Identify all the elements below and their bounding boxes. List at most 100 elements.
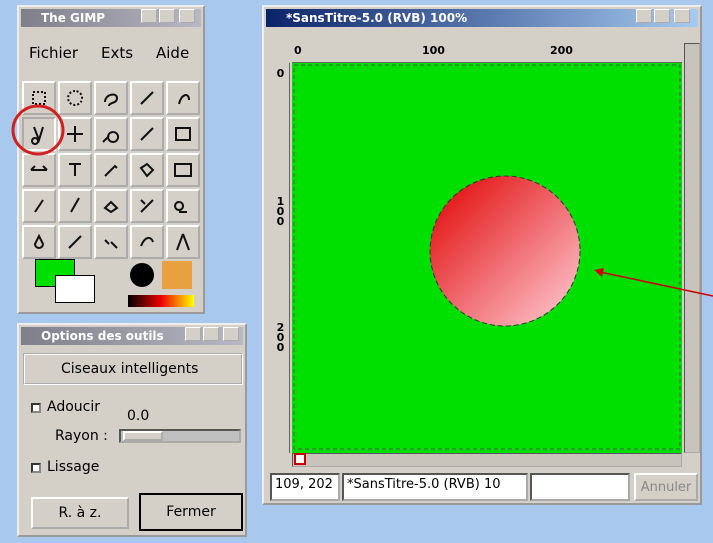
icon-shape: [69, 236, 81, 248]
icon-shape: [71, 198, 79, 212]
label: Adoucir: [47, 399, 100, 415]
tool-button[interactable]: [22, 189, 56, 223]
ruler-label: 200: [550, 44, 573, 57]
icon-shape: [31, 166, 47, 170]
menu-item[interactable]: Fichier: [29, 44, 78, 62]
tool-button[interactable]: [94, 117, 128, 151]
icon-shape: [105, 95, 117, 106]
checkbox[interactable]: [31, 403, 41, 413]
h-scrollbar[interactable]: [292, 453, 682, 467]
minimize[interactable]: [141, 9, 157, 23]
tool-button[interactable]: [130, 225, 164, 259]
tool-icon: [63, 158, 87, 182]
v-ruler: 0 100 200: [270, 63, 290, 453]
tool-button[interactable]: [58, 117, 92, 151]
pattern[interactable]: [162, 261, 192, 289]
slider-handle[interactable]: [123, 431, 163, 441]
menu-item[interactable]: Aide: [156, 44, 189, 62]
tool-button[interactable]: [130, 81, 164, 115]
icon-shape: [33, 92, 45, 104]
close[interactable]: [674, 9, 690, 23]
tool-button[interactable]: [22, 225, 56, 259]
tool-icon: [63, 194, 87, 218]
tool-button[interactable]: [130, 189, 164, 223]
value: 0.0: [127, 408, 149, 424]
tool-icon: [99, 86, 123, 110]
quickmask-button[interactable]: [294, 453, 306, 465]
icon-shape: [175, 164, 191, 176]
ruler-label: 0: [294, 44, 302, 57]
icon-shape: [141, 164, 153, 176]
brush-pattern-gradient: [124, 257, 199, 311]
tool-icon: [99, 194, 123, 218]
tool-button[interactable]: [22, 153, 56, 187]
tool-button[interactable]: [58, 189, 92, 223]
reset-button[interactable]: R. à z.: [31, 497, 129, 529]
maximize[interactable]: [654, 9, 670, 23]
close-button[interactable]: Fermer: [139, 493, 243, 531]
tool-button[interactable]: [166, 81, 200, 115]
icon-shape: [176, 128, 190, 140]
v-scrollbar[interactable]: [684, 43, 700, 453]
tool-button[interactable]: [94, 189, 128, 223]
icon-shape: [35, 200, 43, 212]
tool-icon: [171, 86, 195, 110]
tool-button[interactable]: [22, 117, 56, 151]
icon-shape: [175, 202, 187, 212]
tool-icon: [171, 158, 195, 182]
tool-button[interactable]: [58, 81, 92, 115]
slider[interactable]: [119, 429, 241, 443]
canvas[interactable]: [292, 63, 682, 453]
tool-icon: [27, 86, 51, 110]
tool-button[interactable]: [166, 153, 200, 187]
close[interactable]: [179, 9, 195, 23]
tool-icon: [171, 122, 195, 146]
cancel-button[interactable]: Annuler: [634, 473, 698, 501]
gradient[interactable]: [128, 295, 194, 307]
tool-options-window: Options des outils Ciseaux intelligents …: [17, 323, 247, 537]
label: Lissage: [47, 459, 99, 475]
icon-shape: [177, 234, 189, 250]
bg-color[interactable]: [55, 275, 95, 303]
close[interactable]: [223, 327, 239, 341]
maximize[interactable]: [159, 9, 175, 23]
progress: [530, 473, 630, 501]
tool-button[interactable]: [130, 117, 164, 151]
tool-icon: [63, 230, 87, 254]
icon-shape: [141, 238, 153, 246]
minimize[interactable]: [185, 327, 201, 341]
label: Rayon :: [55, 428, 108, 444]
ruler-label: 200: [274, 321, 287, 351]
icon-shape: [32, 127, 43, 144]
tool-button[interactable]: [94, 81, 128, 115]
tool-icon: [99, 158, 123, 182]
brush[interactable]: [130, 263, 154, 287]
checkbox[interactable]: [31, 463, 41, 473]
tool-icon: [27, 122, 51, 146]
tool-icon: [27, 158, 51, 182]
tool-icon: [135, 122, 159, 146]
tool-icon: [27, 230, 51, 254]
tool-button[interactable]: [22, 81, 56, 115]
selection: [430, 176, 580, 326]
icon-shape: [35, 236, 43, 248]
tool-button[interactable]: [166, 225, 200, 259]
tool-button[interactable]: [58, 153, 92, 187]
minimize[interactable]: [636, 9, 652, 23]
tool-button[interactable]: [130, 153, 164, 187]
title: The GIMP: [41, 11, 105, 25]
tool-button[interactable]: [94, 225, 128, 259]
tool-button[interactable]: [166, 117, 200, 151]
tool-icon: [135, 194, 159, 218]
tool-button[interactable]: [94, 153, 128, 187]
tool-button[interactable]: [166, 189, 200, 223]
tool-icon: [63, 86, 87, 110]
maximize[interactable]: [203, 327, 219, 341]
icon-shape: [105, 166, 117, 176]
icon-shape: [68, 91, 82, 105]
tool-name: Ciseaux intelligents: [61, 361, 198, 377]
menu-item[interactable]: Exts: [101, 44, 133, 62]
tool-icon: [171, 230, 195, 254]
tool-icon: [63, 122, 87, 146]
tool-button[interactable]: [58, 225, 92, 259]
